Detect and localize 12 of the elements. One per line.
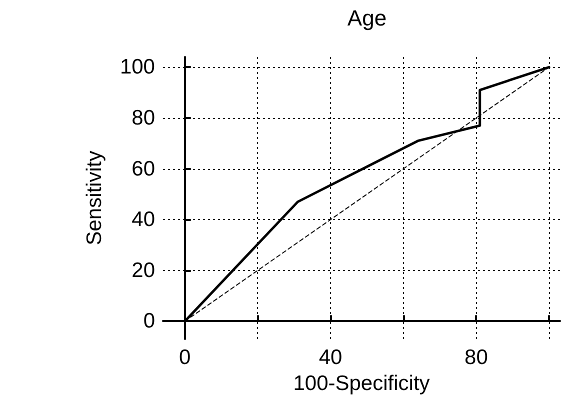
x-tick-label: 40 [318, 346, 342, 369]
y-axis-title: Sensitivity [83, 150, 106, 246]
y-tick-label: 0 [143, 310, 155, 333]
y-tick-label: 100 [120, 56, 155, 79]
chart-title: Age [347, 6, 387, 30]
y-tick-label: 40 [132, 208, 155, 232]
y-tick-label: 20 [132, 258, 155, 282]
y-tick-label: 60 [132, 157, 155, 180]
x-axis-title: 100-Specificity [293, 372, 430, 395]
x-tick-label: 0 [179, 346, 191, 369]
x-tick-label: 80 [464, 346, 488, 369]
y-tick-label: 80 [132, 106, 155, 130]
